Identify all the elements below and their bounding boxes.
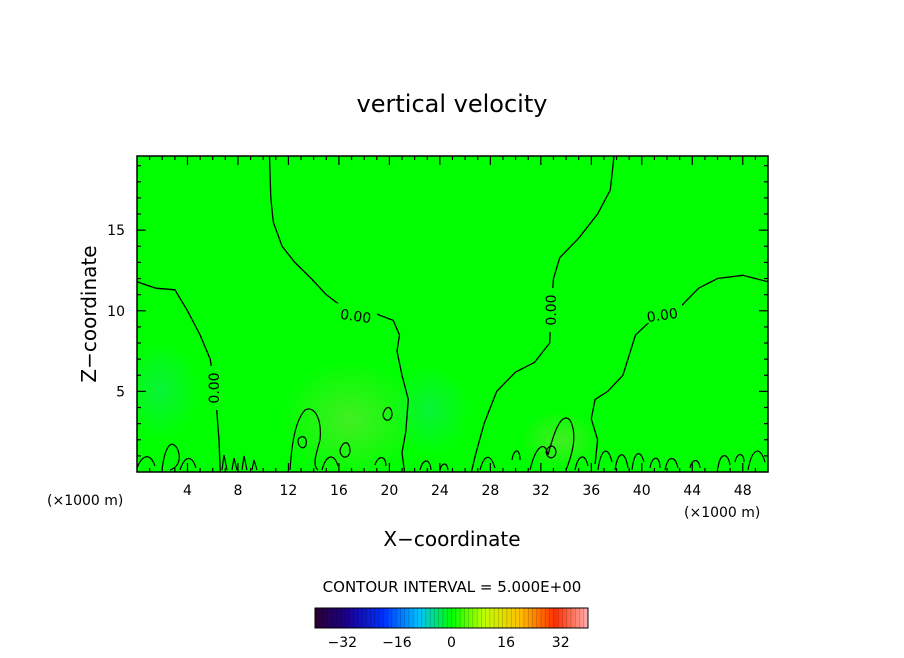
colorbar-stripes	[318, 608, 585, 628]
contour-interval: CONTOUR INTERVAL = 5.000E+00	[323, 578, 582, 596]
y-axis-label: Z−coordinate	[77, 245, 101, 382]
contour-label: 0.00	[646, 306, 679, 326]
colorbar: −32 −16 0 16 32	[314, 607, 589, 651]
x-unit-right: (×1000 m)	[684, 505, 760, 521]
x-tick-label: 28	[481, 483, 499, 499]
field-shading	[137, 340, 600, 472]
colorbar-frame	[314, 607, 589, 629]
contour-label: 0.00	[544, 294, 560, 325]
y-tick-label: 10	[107, 304, 125, 320]
colorbar-tick-label: 0	[447, 635, 456, 651]
colorbar-tick-label: 32	[552, 635, 570, 651]
plot-area: 0.00 0.00 0.00 0.00 4 8 12 16 20 24 28 32 36 40 44…	[107, 155, 769, 499]
x-tick-label: 16	[330, 483, 348, 499]
colorbar-fill	[315, 608, 588, 628]
zero-contour-line	[590, 274, 768, 464]
x-tick-label: 20	[380, 483, 398, 499]
y-tick-label: 5	[116, 384, 125, 400]
y-tick-label: 15	[107, 223, 125, 239]
x-tick-label: 44	[683, 483, 701, 499]
x-tick-label: 24	[431, 483, 449, 499]
colorbar-tick-labels: −32 −16 0 16 32	[328, 635, 570, 651]
near-surface-contours	[137, 406, 766, 471]
colorbar-tick-label: 16	[497, 635, 515, 651]
x-tick-label: 8	[233, 483, 242, 499]
y-tick-labels: 5 10 15	[107, 223, 125, 400]
chart-title: vertical velocity	[357, 90, 548, 118]
x-tick-label: 48	[734, 483, 752, 499]
x-tick-label: 12	[280, 483, 298, 499]
colorbar-tick-label: −32	[328, 635, 358, 651]
x-tick-labels: 4 8 12 16 20 24 28 32 36 40 44 48	[183, 483, 752, 499]
contour-label: 0.00	[207, 372, 223, 403]
x-tick-label: 4	[183, 483, 192, 499]
x-tick-label: 36	[582, 483, 600, 499]
x-tick-label: 40	[633, 483, 651, 499]
contour-label: 0.00	[339, 307, 372, 327]
zero-contour-line	[137, 281, 221, 472]
colorbar-tick-label: −16	[382, 635, 412, 651]
x-unit-left: (×1000 m)	[47, 493, 123, 509]
contour-labels: 0.00 0.00 0.00 0.00	[203, 288, 684, 410]
x-tick-label: 32	[532, 483, 550, 499]
x-axis-label: X−coordinate	[383, 527, 520, 551]
axis-ticks	[137, 156, 768, 472]
